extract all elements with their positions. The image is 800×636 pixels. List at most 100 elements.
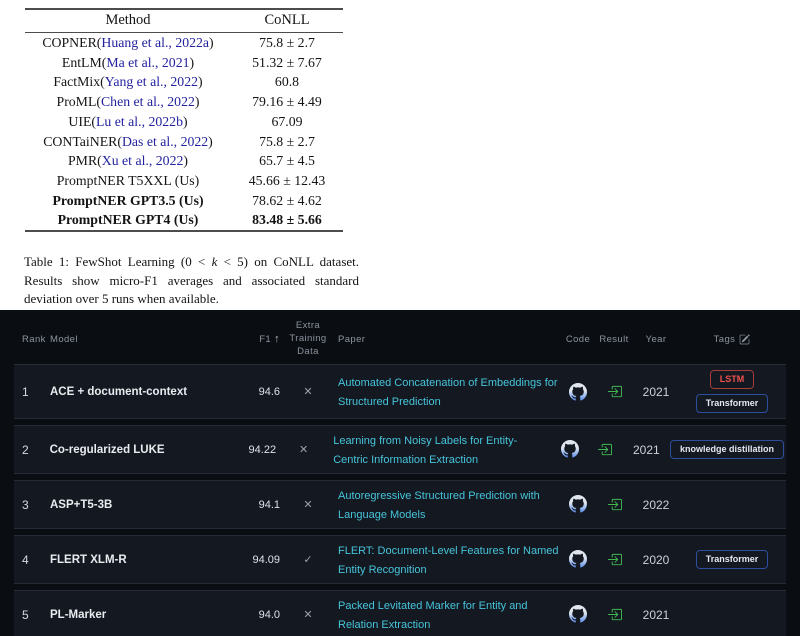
method-name: UIE( <box>68 113 96 129</box>
leaderboard-section: Rank Model F1 ↑ Extra Training Data Paper… <box>0 310 800 636</box>
column-header-code: Code <box>565 333 591 345</box>
paper-title-link[interactable]: Automated Concatenation of Embeddings fo… <box>338 377 558 408</box>
model-name: PL-Marker <box>50 608 107 621</box>
table-row: EntLM(Ma et al., 2021) 51.32 ± 7.67 <box>25 53 343 73</box>
column-header-rank: Rank <box>22 333 46 345</box>
paper-title-link[interactable]: Autoregressive Structured Prediction wit… <box>338 490 540 521</box>
leaderboard-row: 3 ASP+T5-3B 94.1 ✕ Autoregressive Struct… <box>14 480 786 530</box>
column-header-model: Model <box>50 333 78 345</box>
method-name: PromptNER GPT3.5 (Us) <box>52 192 204 208</box>
table-row: FactMix(Yang et al., 2022) 60.8 <box>25 72 343 92</box>
paper-results-section: Method CoNLL COPNER(Huang et al., 2022a)… <box>0 0 800 310</box>
rank-value: 3 <box>22 497 29 512</box>
rank-value: 2 <box>22 442 29 457</box>
score-value: 65.7 ± 4.5 <box>259 153 315 169</box>
extra-training-data-mark: ✕ <box>299 444 309 457</box>
f1-value: 94.22 <box>248 443 277 456</box>
tag-badge[interactable]: knowledge distillation <box>669 440 784 459</box>
f1-value: 94.6 <box>258 385 280 398</box>
method-name: COPNER( <box>42 35 102 50</box>
leaderboard-header-row: Rank Model F1 ↑ Extra Training Data Paper… <box>14 310 786 364</box>
score-value: 79.16 ± 4.49 <box>252 94 322 110</box>
year-value: 2021 <box>642 384 670 399</box>
result-enter-icon[interactable] <box>607 384 622 399</box>
column-header-f1[interactable]: F1 ↑ <box>259 333 280 346</box>
score-value: 75.8 ± 2.7 <box>259 133 315 149</box>
tag-badge[interactable]: Transformer <box>695 550 769 569</box>
table-caption: Table 1: FewShot Learning (0 < k < 5) on… <box>24 254 360 306</box>
score-value: 83.48 ± 5.66 <box>252 212 322 228</box>
model-name: FLERT XLM-R <box>50 553 127 566</box>
github-icon[interactable] <box>560 440 579 458</box>
extra-training-data-mark: ✕ <box>303 499 313 512</box>
leaderboard-row: 1 ACE + document-context 94.6 ✕ Automate… <box>14 364 786 420</box>
result-enter-icon[interactable] <box>607 552 622 567</box>
citation-link[interactable]: Huang et al., 2022a <box>101 35 210 50</box>
column-header-result: Result <box>599 333 629 345</box>
column-header-year: Year <box>645 333 667 345</box>
citation-link[interactable]: Xu et al., 2022 <box>101 153 184 169</box>
tag-badge[interactable]: LSTM <box>709 370 755 390</box>
table-row: UIE(Lu et al., 2022b) 67.09 <box>25 112 343 132</box>
citation-link[interactable]: Ma et al., 2021 <box>106 54 190 70</box>
score-value: 45.66 ± 12.43 <box>248 172 326 188</box>
leaderboard-row: 2 Co-regularized LUKE 94.22 ✕ Learning f… <box>14 425 786 475</box>
method-name: ProML( <box>56 94 101 110</box>
table-row: PromptNER T5XXL (Us) 45.66 ± 12.43 <box>25 171 343 191</box>
table-row: ProML(Chen et al., 2022) 79.16 ± 4.49 <box>25 92 343 112</box>
method-name: PMR( <box>68 153 102 169</box>
rank-value: 4 <box>22 552 29 567</box>
method-name: CONTaiNER( <box>43 133 122 149</box>
f1-value: 94.1 <box>258 498 280 511</box>
citation-link[interactable]: Das et al., 2022 <box>121 133 209 149</box>
method-name: FactMix( <box>53 74 105 90</box>
paper-title-link[interactable]: Packed Levitated Marker for Entity and R… <box>338 600 528 631</box>
year-value: 2020 <box>642 552 670 567</box>
extra-training-data-mark: ✕ <box>303 609 313 622</box>
github-icon[interactable] <box>569 605 587 623</box>
citation-link[interactable]: Yang et al., 2022 <box>104 74 198 90</box>
column-header-extra-training-data: Extra Training Data <box>289 320 327 357</box>
table-row: PromptNER GPT4 (Us) 83.48 ± 5.66 <box>25 210 343 232</box>
score-value: 75.8 ± 2.7 <box>259 35 315 50</box>
model-name: Co-regularized LUKE <box>49 443 165 456</box>
leaderboard-row: 5 PL-Marker 94.0 ✕ Packed Levitated Mark… <box>14 590 786 636</box>
score-value: 51.32 ± 7.67 <box>252 54 322 70</box>
model-name: ACE + document-context <box>50 385 188 398</box>
f1-value: 94.09 <box>252 553 280 566</box>
github-icon[interactable] <box>569 550 587 568</box>
leaderboard-row: 4 FLERT XLM-R 94.09 ✓ FLERT: Document-Le… <box>14 535 786 585</box>
table-row: PromptNER GPT3.5 (Us) 78.62 ± 4.62 <box>25 191 343 211</box>
citation-link[interactable]: Chen et al., 2022 <box>100 94 195 110</box>
method-name: EntLM( <box>61 54 107 70</box>
column-header-tags: Tags <box>680 334 784 345</box>
github-icon[interactable] <box>569 382 587 401</box>
model-name: ASP+T5-3B <box>50 498 113 511</box>
tag-badge[interactable]: Transformer <box>695 394 769 414</box>
score-value: 60.8 <box>274 74 300 90</box>
column-header-method: Method <box>105 12 151 28</box>
math-k: k <box>211 254 218 269</box>
citation-link[interactable]: Lu et al., 2022b <box>96 113 183 129</box>
extra-training-data-mark: ✓ <box>303 554 313 567</box>
result-enter-icon[interactable] <box>597 442 613 457</box>
sort-ascending-icon[interactable]: ↑ <box>274 333 280 346</box>
rank-value: 5 <box>22 607 29 622</box>
extra-training-data-mark: ✕ <box>303 386 313 399</box>
table-row: COPNER(Huang et al., 2022a) 75.8 ± 2.7 <box>25 33 343 53</box>
paper-title-link[interactable]: Learning from Noisy Labels for Entity-Ce… <box>333 435 518 466</box>
result-enter-icon[interactable] <box>607 607 622 622</box>
edit-tags-icon[interactable] <box>739 334 751 345</box>
method-name: PromptNER GPT4 (Us) <box>57 212 199 228</box>
column-header-conll: CoNLL <box>264 12 310 28</box>
year-value: 2021 <box>642 607 670 622</box>
f1-value: 94.0 <box>258 608 280 621</box>
column-header-paper: Paper <box>338 333 366 345</box>
github-icon[interactable] <box>569 495 587 513</box>
score-value: 78.62 ± 4.62 <box>252 192 322 208</box>
year-value: 2022 <box>642 497 670 512</box>
year-value: 2021 <box>633 442 660 457</box>
paper-title-link[interactable]: FLERT: Document-Level Features for Named… <box>338 545 559 576</box>
result-enter-icon[interactable] <box>607 497 622 512</box>
